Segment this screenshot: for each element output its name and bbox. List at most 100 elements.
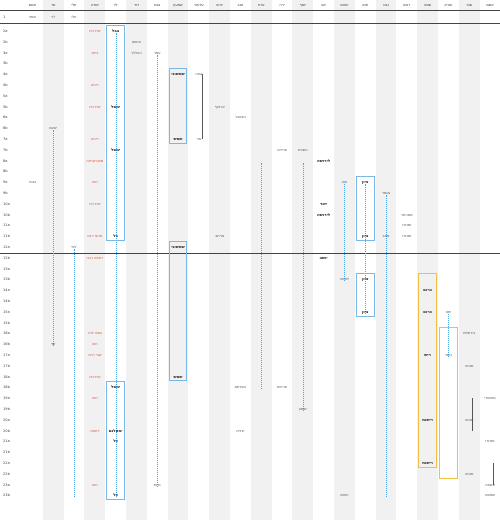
divider-line [0,253,500,255]
grid-cell: מרשי רבה [87,234,103,239]
grid-cell: גבוה [195,72,203,77]
row-label: 5b [3,104,8,109]
row-label: 2a [3,29,8,33]
grid-cell: מוארקרחה [86,158,104,163]
grid-cell: נסמר [381,191,391,195]
grid-cell: ציון [361,308,369,314]
column-header[interactable]: ארח [257,3,265,7]
grid-cell: ימסל [110,384,121,390]
grid-cell: יושב [319,254,328,260]
connector-line [53,130,55,347]
connector-line [74,249,75,498]
row-label: 6a [3,115,8,120]
grid-cell: כותר [444,353,453,357]
grid-cell: בירשלם [463,331,476,336]
grid-cell: ריחה [91,137,99,141]
column-subheader: לוי [51,15,55,19]
grid-cell: רישות [422,460,433,465]
column-header[interactable]: עזרא [444,3,453,7]
grid-cell: מנחה [464,363,474,368]
column-header[interactable]: נפת [154,3,161,7]
grid-cell: ציון [361,179,369,185]
highlight-box [106,25,125,241]
column-header[interactable]: שמעון [173,3,183,7]
grid-cell: מחשורי [484,396,496,401]
grid-cell: רישות [422,416,433,422]
grid-cell: השרתם [234,385,247,390]
grid-cell: ריחה [91,83,99,87]
row-label: 10a [3,201,10,206]
column-header[interactable]: זאב [237,3,244,7]
row-label: 11a [3,223,10,228]
row-label: 21a [3,439,10,444]
column-header[interactable]: שגר [466,3,473,7]
connector-line [448,313,450,357]
column-header[interactable]: יהודה [90,3,100,7]
column-header[interactable]: עדעזר [193,3,204,7]
row-label: 5a [3,93,8,98]
row-label: 4b [3,83,8,87]
column-header[interactable]: זולי [71,3,77,7]
grid-cell: מר [196,137,202,141]
grid-cell: שמשוני [171,71,185,77]
grid-cell: ייטר [319,200,328,206]
row-label: 15a [3,309,10,314]
column-header[interactable]: נבט [383,3,389,7]
row-label: 3a [3,50,8,55]
grid-cell: כרום [423,308,432,314]
column-header[interactable]: שפט [424,3,432,7]
grid-cell: אחותו [131,39,141,44]
highlight-box [418,273,437,468]
column-header[interactable]: חוטם [340,3,349,7]
connector-line [261,162,263,390]
column-header[interactable]: יורש [216,3,223,7]
column-header[interactable]: אשם [486,3,494,7]
row-label: 18b [3,385,10,390]
divider-line [0,10,500,11]
row-label: 14a [3,288,10,293]
grid-cell: חוה [91,180,98,185]
grid-cell: ציון [361,276,369,282]
connector-line [302,162,304,411]
column-header[interactable]: ראש [403,3,411,7]
column-header[interactable]: סר [51,3,56,7]
row-label: 19a [3,396,10,401]
connector-line [386,195,387,498]
column-header[interactable]: דוד [133,3,139,7]
grid-cell: מנחה [464,417,474,422]
grid-cell: ישמע [298,407,307,411]
grid-cell: ימסל [110,146,121,152]
grid-cell: ציון [361,233,369,239]
span-line [472,398,474,431]
highlight-box [168,68,188,144]
column-header[interactable]: יוסף [299,3,306,7]
row-label: 1 [3,15,6,19]
row-label: 8b [3,169,8,174]
row-label: 12a [3,245,10,249]
connector-line [344,184,346,282]
column-stripe [458,0,480,520]
connector-line [365,184,367,314]
column-header[interactable]: לוי [113,3,118,7]
column-stripe [167,0,189,520]
row-label: 7b [3,147,8,152]
column-header[interactable]: ירה [279,3,285,7]
grid-cell: מרתב [215,234,225,239]
row-label: 12b [3,255,10,260]
divider-line [0,23,500,25]
span-line [201,74,203,139]
row-label: 16a [3,331,10,336]
column-header[interactable]: חנא [362,3,369,7]
row-label: 9a [3,180,8,185]
column-header[interactable]: יהב [320,3,327,7]
grid-cell: לחמה [339,277,349,282]
grid-cell: עמד [153,50,161,55]
grid-cell: מנחה [464,471,474,476]
row-label: 6b [3,126,8,131]
span-line [493,463,494,485]
column-header[interactable]: אשם [28,3,37,7]
row-label: 4a [3,72,8,77]
row-label: 11b [3,234,10,239]
row-label: 22a [3,461,10,465]
